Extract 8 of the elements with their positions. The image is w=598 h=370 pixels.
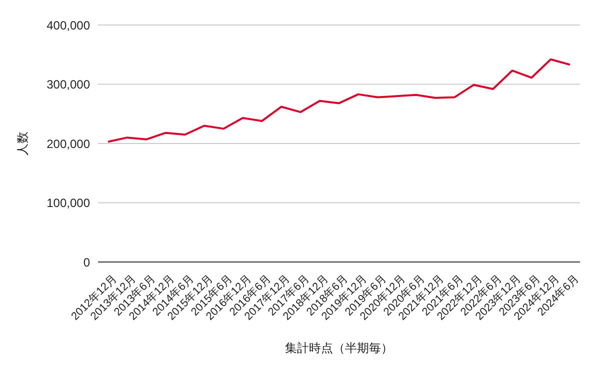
x-axis-title: 集計時点（半期毎） (285, 341, 393, 355)
y-tick-label: 100,000 (46, 196, 90, 210)
y-tick-label: 300,000 (46, 78, 90, 92)
y-tick-label: 200,000 (46, 136, 90, 151)
line-series (107, 58, 571, 143)
y-tick-label: 0 (83, 255, 90, 270)
y-tick-label: 400,000 (46, 18, 90, 32)
y-axis-title: 人数 (15, 132, 30, 156)
